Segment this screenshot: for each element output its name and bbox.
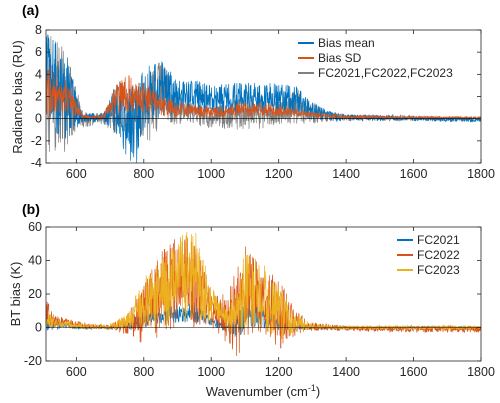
x-tick-label-b-2: 1000 — [197, 365, 225, 379]
legend-a-bias-mean: Bias mean — [318, 36, 375, 50]
x-tick-label-b-4: 1400 — [332, 365, 360, 379]
legend-b-fc2021: FC2021 — [417, 233, 460, 247]
x-axis-label-sup: -1 — [308, 383, 316, 393]
legend-b-fc2022: FC2022 — [417, 248, 460, 262]
legend-a: Bias mean Bias SD FC2021,FC2022,FC2023 — [298, 36, 453, 80]
x-axis-label-text: Wavenumber (cm — [206, 384, 308, 399]
panel-b: (b) 600 800 1000 1200 1400 1600 1800 -20 0 20 40 6… — [8, 201, 495, 399]
y-tick-label-a-1: -2 — [31, 134, 42, 148]
legend-b: FC2021 FC2022 FC2023 — [397, 233, 460, 277]
x-tick-label-b-6: 1800 — [467, 365, 495, 379]
y-tick-label-a-2: 0 — [35, 112, 42, 126]
x-tick-label-a-5: 1600 — [400, 167, 428, 181]
x-ticks-b: 600 800 1000 1200 1400 1600 1800 — [66, 227, 495, 379]
y-ticks-a: -4 -2 0 2 4 6 8 — [31, 23, 481, 170]
y-tick-label-a-3: 2 — [35, 90, 42, 104]
y-axis-label-a: Radiance bias (RU) — [10, 40, 25, 153]
y-tick-label-a-4: 4 — [35, 67, 42, 81]
y-tick-label-b-4: 60 — [28, 220, 42, 234]
legend-a-bias-sd: Bias SD — [318, 51, 362, 65]
panel-a: (a) 600 800 1000 1200 1400 1600 1800 -4 -2 0 2 4 6 8… — [10, 2, 495, 181]
panel-b-label: (b) — [22, 201, 40, 217]
y-tick-label-b-1: 0 — [35, 321, 42, 335]
x-tick-label-b-0: 600 — [66, 365, 87, 379]
y-axis-label-b: BT bias (K) — [8, 262, 23, 327]
x-tick-label-b-1: 800 — [133, 365, 154, 379]
y-tick-label-b-2: 20 — [28, 287, 42, 301]
y-tick-label-a-6: 8 — [35, 23, 42, 37]
x-axis-label-end: ) — [316, 384, 320, 399]
x-tick-label-a-2: 1000 — [197, 167, 225, 181]
y-ticks-b: -20 0 20 40 60 — [24, 220, 481, 368]
x-tick-label-a-0: 600 — [66, 167, 87, 181]
x-ticks-a: 600 800 1000 1200 1400 1600 1800 — [66, 30, 495, 181]
y-tick-label-b-0: -20 — [24, 354, 42, 368]
x-tick-label-a-3: 1200 — [265, 167, 293, 181]
legend-b-fc2023: FC2023 — [417, 263, 460, 277]
x-tick-label-a-1: 800 — [133, 167, 154, 181]
y-tick-label-b-3: 40 — [28, 254, 42, 268]
x-tick-label-b-3: 1200 — [265, 365, 293, 379]
x-tick-label-a-4: 1400 — [332, 167, 360, 181]
plot-area-a — [46, 30, 481, 163]
x-tick-label-a-6: 1800 — [467, 167, 495, 181]
series-line-b-1 — [45, 235, 482, 357]
series-line-b-2 — [45, 231, 482, 340]
legend-a-fc: FC2021,FC2022,FC2023 — [318, 66, 453, 80]
y-tick-label-a-0: -4 — [31, 156, 42, 170]
series-line-a-1 — [45, 67, 482, 121]
y-tick-label-a-5: 6 — [35, 45, 42, 59]
x-tick-label-b-5: 1600 — [400, 365, 428, 379]
panel-a-label: (a) — [22, 2, 39, 18]
x-axis-label-b: Wavenumber (cm-1) — [206, 383, 320, 399]
